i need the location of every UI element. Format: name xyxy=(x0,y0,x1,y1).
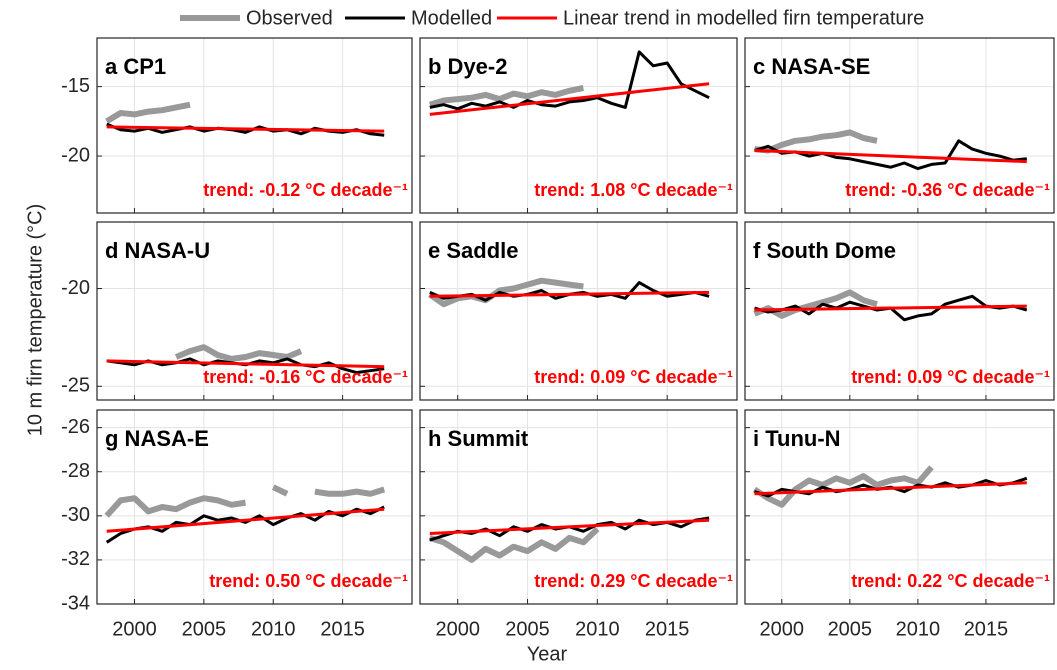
y-axis-label: 10 m firn temperature (°C) xyxy=(24,204,46,437)
panel-title: f South Dome xyxy=(753,238,896,263)
trend-annotation: trend: 0.09 °C decade⁻¹ xyxy=(534,367,733,387)
series-line xyxy=(428,526,600,563)
panel: c NASA-SE trend: -0.36 °C decade⁻¹ xyxy=(744,37,1055,214)
panel: b Dye-2 trend: 1.08 °C decade⁻¹ xyxy=(419,37,738,214)
x-tick-label: 2005 xyxy=(182,618,227,640)
x-tick-label: 2000 xyxy=(435,618,480,640)
panel-title: a CP1 xyxy=(105,54,166,79)
trend-annotation: trend: -0.36 °C decade⁻¹ xyxy=(845,180,1050,200)
trend-annotation: trend: 1.08 °C decade⁻¹ xyxy=(534,180,733,200)
x-tick-label: 2015 xyxy=(964,618,1009,640)
panel-background xyxy=(745,38,1054,213)
y-tick-label: -15 xyxy=(61,75,90,97)
panel-frame xyxy=(744,37,1055,214)
y-tick-label: -20 xyxy=(61,144,90,166)
series-line xyxy=(174,344,303,362)
panel-frame xyxy=(96,409,413,605)
series-line xyxy=(754,129,878,154)
series-line xyxy=(754,304,1027,312)
series-line xyxy=(754,149,1027,164)
legend-label: Linear trend in modelled firn temperatur… xyxy=(563,7,924,29)
trend-annotation: trend: 0.29 °C decade⁻¹ xyxy=(534,571,733,591)
x-tick-label: 2000 xyxy=(112,618,157,640)
panel-frame xyxy=(96,37,413,214)
x-tick-label: 2005 xyxy=(505,618,550,640)
trend-annotation: trend: 0.09 °C decade⁻¹ xyxy=(851,367,1050,387)
panel-background xyxy=(420,38,737,213)
panel-background xyxy=(97,38,412,213)
x-axis-label: Year xyxy=(527,643,568,665)
panel-background xyxy=(97,410,412,604)
series-line xyxy=(104,484,386,518)
y-tick-label: -32 xyxy=(61,548,90,570)
x-tick-label: 2010 xyxy=(896,618,941,640)
trend-annotation: trend: 0.50 °C decade⁻¹ xyxy=(209,571,408,591)
y-tick-label: -30 xyxy=(61,504,90,526)
series-line xyxy=(429,518,710,535)
panel-title: g NASA-E xyxy=(105,426,209,451)
panel: 2000 2005 2010 2015 -26 -28 -30 -32 -34 g NASA-E t… xyxy=(61,409,413,640)
panel: -15 -20 a CP1 trend: -0.12 °C decade⁻¹ xyxy=(61,37,413,214)
trend-annotation: trend: -0.16 °C decade⁻¹ xyxy=(203,367,408,387)
panel-background xyxy=(420,410,737,604)
series-line xyxy=(106,125,385,133)
panel-title: d NASA-U xyxy=(105,238,210,263)
panel: 2000 2005 2010 2015 h Summit trend: 0.29 °C d… xyxy=(419,409,738,640)
y-tick-label: -34 xyxy=(61,592,90,614)
series-line xyxy=(106,122,385,137)
x-tick-label: 2010 xyxy=(575,618,620,640)
x-tick-label: 2015 xyxy=(645,618,690,640)
series-line xyxy=(429,290,710,298)
panel-title: e Saddle xyxy=(428,238,518,263)
panel-frame xyxy=(419,221,738,401)
panel-frame xyxy=(419,409,738,605)
panel-frame xyxy=(419,37,738,214)
series-line xyxy=(752,465,934,508)
x-tick-label: 2000 xyxy=(760,618,805,640)
series-line xyxy=(106,507,385,533)
x-tick-label: 2010 xyxy=(251,618,296,640)
panel-title: i Tunu-N xyxy=(753,426,841,451)
series-line xyxy=(106,359,385,369)
trend-annotation: trend: 0.22 °C decade⁻¹ xyxy=(851,571,1050,591)
x-tick-label: 2005 xyxy=(828,618,873,640)
panel-background xyxy=(745,410,1054,604)
panel-frame xyxy=(744,221,1055,401)
legend-label: Modelled xyxy=(411,7,492,29)
panel-title: c NASA-SE xyxy=(753,54,870,79)
legend-label: Observed xyxy=(246,7,333,29)
panel-background xyxy=(420,222,737,400)
series-line xyxy=(429,50,710,111)
panel-frame xyxy=(744,409,1055,605)
x-tick-label: 2015 xyxy=(320,618,365,640)
panel-title: h Summit xyxy=(428,426,529,451)
panel-background xyxy=(97,222,412,400)
panel: 2000 2005 2010 2015 i Tunu-N trend: 0.22 °C d… xyxy=(744,409,1055,640)
panel-title: b Dye-2 xyxy=(428,54,507,79)
panel-frame xyxy=(96,221,413,401)
y-tick-label: -25 xyxy=(61,375,90,397)
y-tick-label: -28 xyxy=(61,460,90,482)
series-line xyxy=(429,82,710,116)
y-tick-label: -26 xyxy=(61,416,90,438)
series-line xyxy=(105,101,191,124)
y-tick-label: -20 xyxy=(61,277,90,299)
trend-annotation: trend: -0.12 °C decade⁻¹ xyxy=(203,180,408,200)
series-line xyxy=(428,85,584,108)
panel: f South Dome trend: 0.09 °C decade⁻¹ xyxy=(744,221,1055,401)
series-line xyxy=(428,277,584,308)
panel: -20 -25 d NASA-U trend: -0.16 °C decade⁻¹ xyxy=(61,221,413,401)
series-line xyxy=(754,481,1027,496)
panel: e Saddle trend: 0.09 °C decade⁻¹ xyxy=(419,221,738,401)
